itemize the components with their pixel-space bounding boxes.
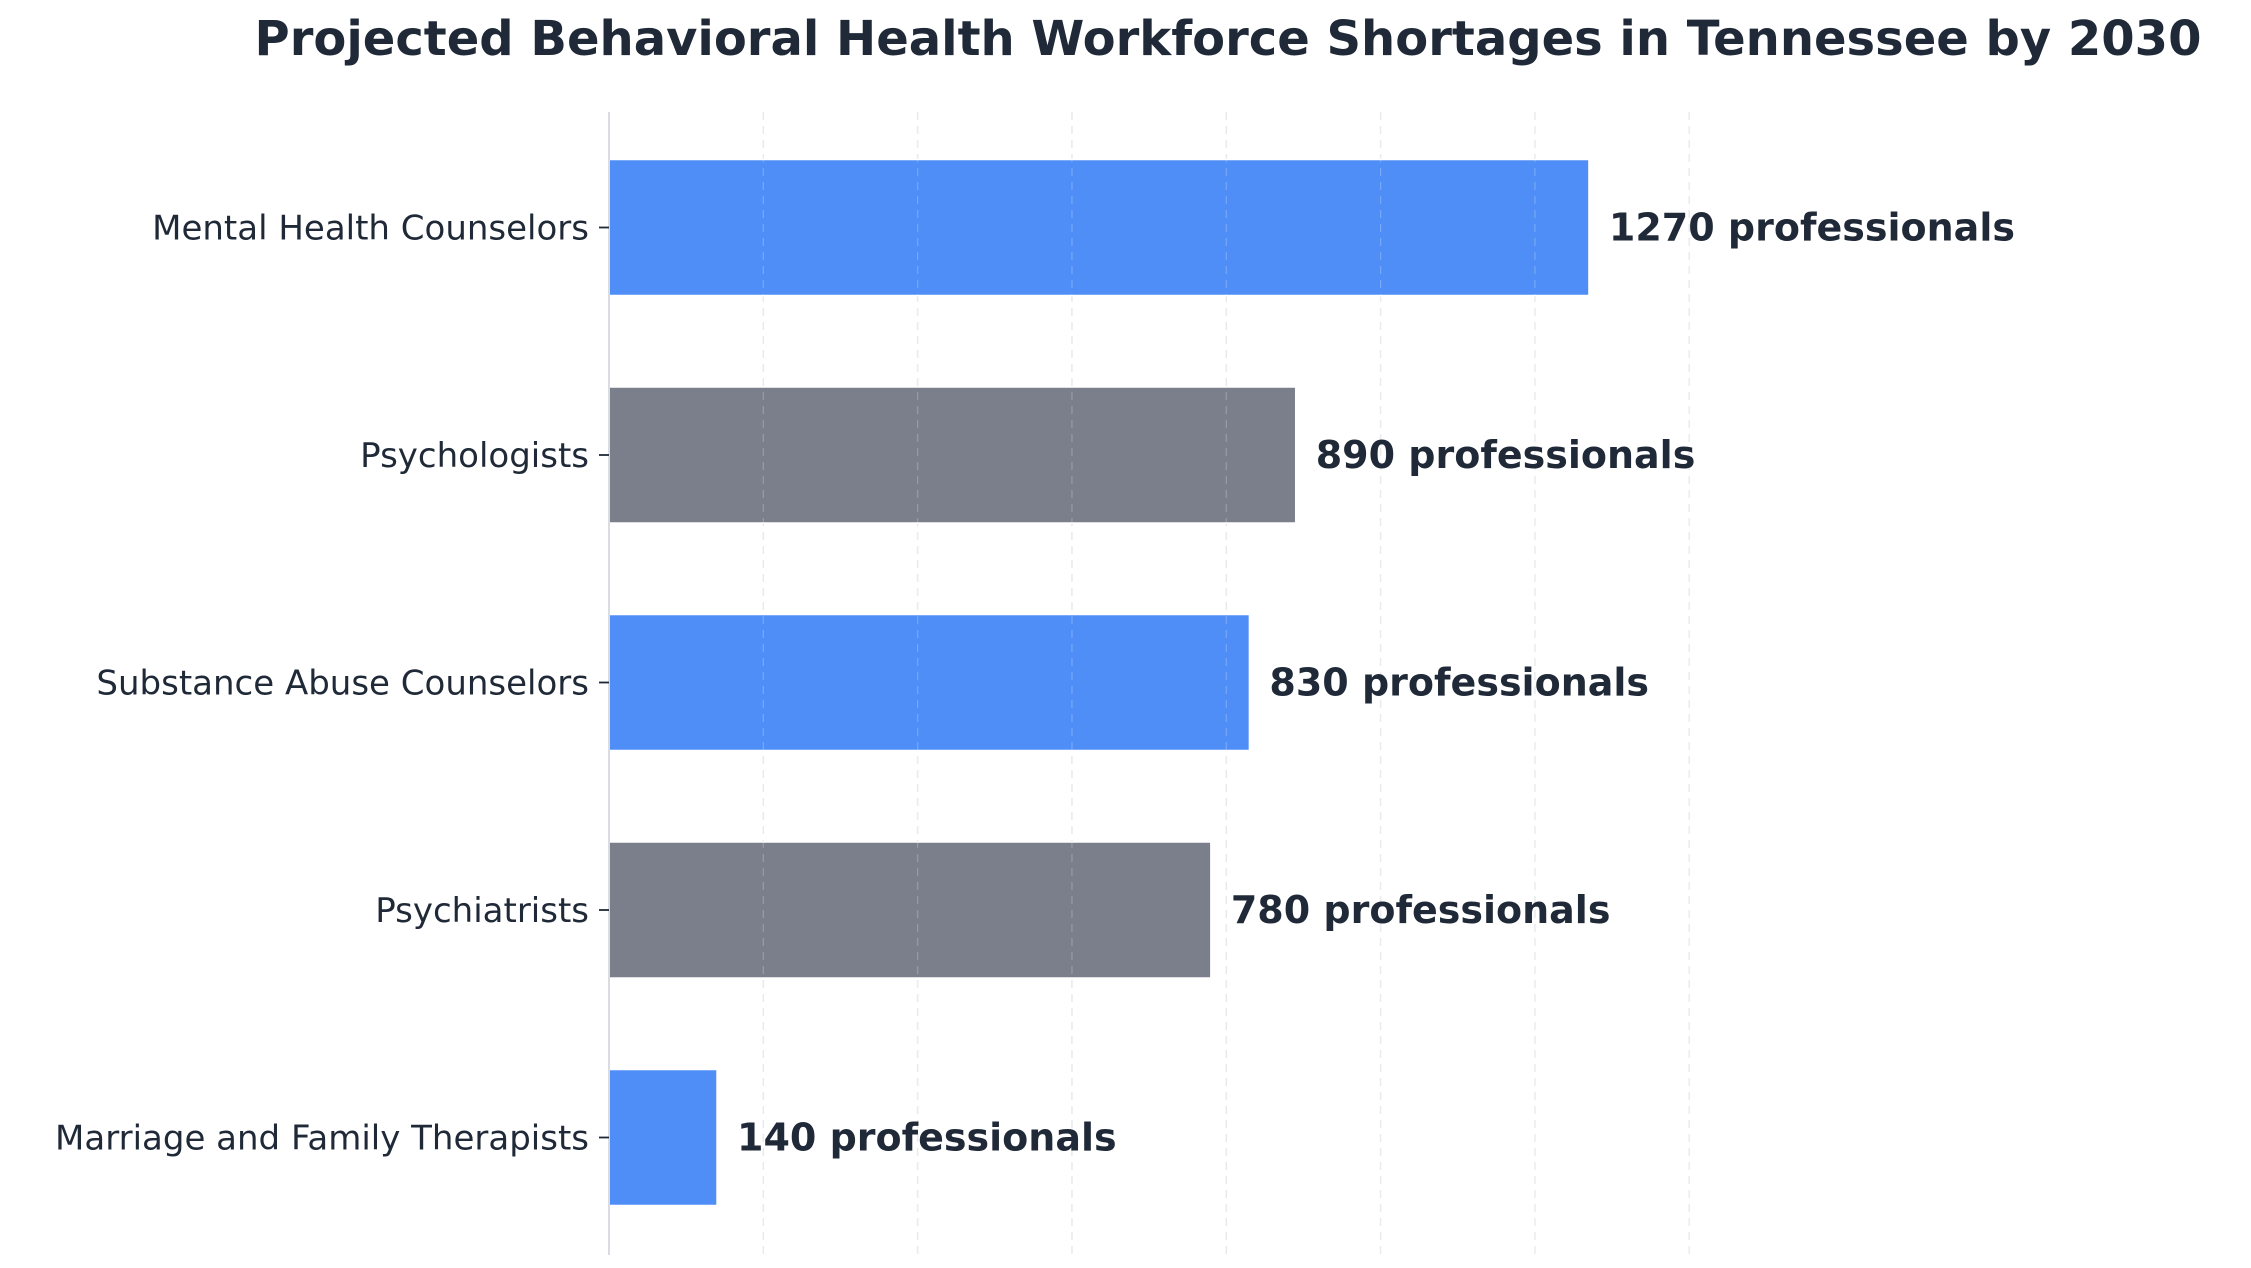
y-tick-label: Mental Health Counselors (152, 209, 589, 249)
value-label: 140 professionals (737, 1116, 1117, 1160)
bar (608, 386, 1297, 524)
y-tick-label: Psychiatrists (375, 891, 589, 931)
value-label: 890 professionals (1316, 433, 1696, 477)
value-label: 780 professionals (1231, 888, 1611, 932)
bar (608, 158, 1590, 297)
value-label: 1270 professionals (1609, 206, 2015, 250)
bars (608, 158, 1590, 1207)
value-labels: 1270 professionals 890 professionals 830 p… (737, 206, 2015, 1160)
bar (608, 1068, 718, 1207)
chart-title: Projected Behavioral Health Workforce Sh… (255, 11, 2202, 67)
grid-overlay (762, 112, 1690, 1255)
grid-lines (762, 112, 1690, 1255)
y-tick-label: Marriage and Family Therapists (55, 1119, 589, 1159)
bar (608, 841, 1212, 979)
y-tick-label: Psychologists (360, 436, 589, 476)
y-axis-ticks: Mental Health Counselors Psychologists Sub… (55, 209, 609, 1159)
value-label: 830 professionals (1269, 661, 1649, 705)
y-tick-label: Substance Abuse Counselors (96, 664, 589, 704)
bar (608, 613, 1251, 752)
